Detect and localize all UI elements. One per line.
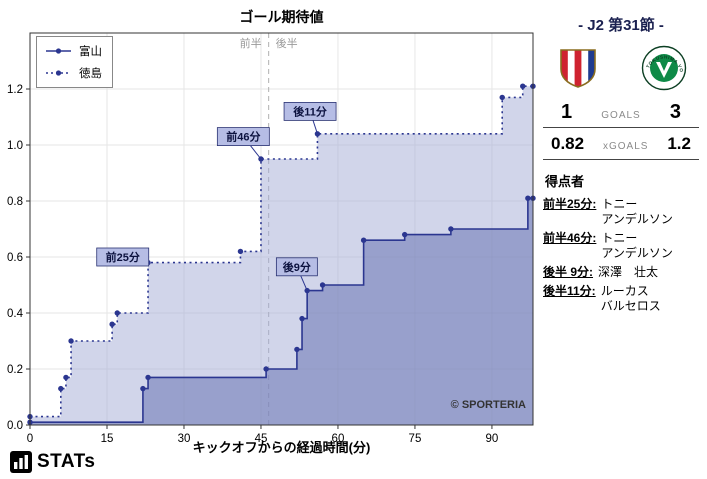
svg-text:後9分: 後9分 <box>283 260 311 274</box>
home-xgoals: 0.82 <box>551 134 585 153</box>
home-goals: 1 <box>561 101 573 123</box>
svg-text:15: 15 <box>101 433 114 445</box>
svg-text:0.6: 0.6 <box>7 252 23 264</box>
stats-brand-text: STATs <box>37 451 96 472</box>
legend-item-tokushima: 徳島 <box>45 65 102 81</box>
goals-row: 1 GOALS 3 <box>543 101 699 128</box>
scorer-time: 前半46分: <box>543 231 597 245</box>
solid-line-sample-icon <box>46 48 71 54</box>
scorer-name: トニー アンデルソン <box>601 231 673 260</box>
svg-text:0: 0 <box>27 433 33 445</box>
sporteria-watermark: © SPORTERIA <box>450 399 526 411</box>
away-goals: 3 <box>669 101 681 123</box>
goals-label: GOALS <box>601 110 641 121</box>
away-xgoals: 1.2 <box>667 134 691 153</box>
svg-text:後半: 後半 <box>276 36 298 50</box>
legend-item-toyama: 富山 <box>45 43 102 59</box>
legend-label-tokushima: 徳島 <box>79 68 102 80</box>
legend-label-toyama: 富山 <box>79 46 102 58</box>
scorer-name: ルーカス バルセロス <box>600 284 661 313</box>
scorer-name: トニー アンデルソン <box>601 197 673 226</box>
svg-text:1.0: 1.0 <box>7 140 23 152</box>
scorer-time: 後半 9分: <box>543 265 594 279</box>
scorer-entry: 前半46分: トニー アンデルソン <box>543 231 699 261</box>
svg-text:1.2: 1.2 <box>7 84 23 96</box>
tokushima-logo-icon: TOKUSHIMA VORTIS <box>641 45 687 91</box>
stats-brand: STATs <box>10 451 95 473</box>
scorer-entry: 前半25分: トニー アンデルソン <box>543 197 699 227</box>
match-summary-panel: - J2 第31節 - TOKUSHIMA VORTIS <box>537 0 707 479</box>
stats-logo-icon <box>10 451 32 473</box>
svg-text:前25分: 前25分 <box>106 250 140 264</box>
svg-text:0.8: 0.8 <box>7 196 23 208</box>
svg-text:75: 75 <box>409 433 422 445</box>
dotted-line-sample-icon <box>46 70 71 76</box>
toyama-logo-icon <box>560 49 596 88</box>
svg-text:0.4: 0.4 <box>7 308 24 320</box>
team-logos: TOKUSHIMA VORTIS <box>543 35 699 99</box>
scorer-entry: 後半11分: ルーカス バルセロス <box>543 284 699 314</box>
xg-step-chart: 前半 後半 0 15 30 45 60 75 90 0.0 0.2 0.4 0.6 0.8 1.0 1.2 前2… <box>7 32 536 445</box>
svg-text:60: 60 <box>332 433 345 445</box>
x-axis-label: キックオフからの経過時間(分) <box>192 440 371 455</box>
scorers-list: 前半25分: トニー アンデルソン 前半46分: トニー アンデルソン 後半 9分: 深澤 壮… <box>543 197 699 314</box>
chart-title: ゴール期待値 <box>239 9 324 25</box>
scorer-name: 深澤 壮太 <box>598 265 659 279</box>
svg-text:45: 45 <box>255 433 268 445</box>
svg-text:0.0: 0.0 <box>7 420 23 432</box>
svg-text:90: 90 <box>486 433 499 445</box>
xgoals-row: 0.82 xGOALS 1.2 <box>543 128 699 160</box>
svg-text:0.2: 0.2 <box>7 364 23 376</box>
scorer-time: 後半11分: <box>543 284 596 298</box>
svg-text:30: 30 <box>178 433 191 445</box>
svg-text:後11分: 後11分 <box>293 104 327 118</box>
scorer-entry: 後半 9分: 深澤 壮太 <box>543 265 699 280</box>
legend: 富山 徳島 <box>36 36 113 88</box>
round-title: - J2 第31節 - <box>578 17 664 34</box>
scorers-title: 得点者 <box>545 174 585 189</box>
xgoals-label: xGOALS <box>602 141 649 152</box>
scorer-time: 前半25分: <box>543 197 597 211</box>
svg-text:前半: 前半 <box>240 36 262 50</box>
svg-text:前46分: 前46分 <box>226 130 260 144</box>
